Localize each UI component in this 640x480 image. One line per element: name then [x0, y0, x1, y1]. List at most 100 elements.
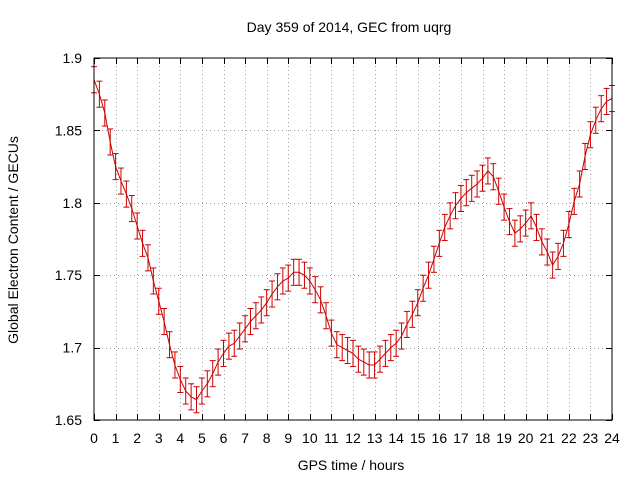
data-point	[312, 276, 319, 304]
data-point	[501, 193, 508, 221]
data-series	[91, 66, 615, 414]
x-tick-label: 18	[475, 430, 491, 446]
x-tick-label: 6	[220, 430, 228, 446]
data-point	[355, 345, 362, 373]
data-point	[269, 280, 276, 308]
data-point	[344, 336, 351, 365]
data-point	[490, 163, 497, 191]
x-axis-label: GPS time / hours	[298, 457, 405, 473]
y-tick-label: 1.85	[55, 122, 82, 138]
data-point	[555, 242, 562, 270]
x-tick-label: 17	[453, 430, 469, 446]
data-point	[371, 351, 378, 379]
data-point	[296, 258, 303, 286]
x-tick-label: 1	[112, 430, 120, 446]
x-tick-label: 4	[176, 430, 184, 446]
data-point	[441, 213, 448, 241]
data-point	[587, 121, 594, 149]
data-point	[306, 267, 313, 295]
data-point	[123, 180, 130, 208]
data-point	[517, 215, 524, 243]
data-point	[161, 308, 168, 336]
data-point	[188, 383, 195, 411]
data-point	[398, 322, 405, 350]
data-point	[436, 229, 443, 257]
data-point	[468, 174, 475, 202]
x-tick-label: 13	[367, 430, 383, 446]
y-tick-label: 1.75	[55, 267, 82, 283]
data-point	[528, 202, 535, 230]
data-point	[139, 229, 146, 257]
data-point	[576, 170, 583, 198]
data-point	[420, 274, 427, 302]
data-point	[360, 348, 367, 376]
x-tick-label: 14	[388, 430, 404, 446]
data-point	[571, 187, 578, 215]
x-tick-label: 16	[432, 430, 448, 446]
data-point	[107, 128, 114, 156]
data-point	[290, 258, 297, 286]
data-point	[560, 229, 567, 257]
x-tick-label: 20	[518, 430, 534, 446]
data-point	[603, 87, 610, 115]
chart-title: Day 359 of 2014, GEC from uqrg	[247, 19, 452, 35]
data-point	[592, 106, 599, 134]
data-point	[171, 351, 178, 379]
data-point	[511, 219, 518, 247]
data-point	[479, 164, 486, 192]
data-point	[506, 208, 513, 236]
x-tick-label: 3	[155, 430, 163, 446]
data-point	[177, 365, 184, 393]
x-tick-label: 23	[583, 430, 599, 446]
data-point	[333, 331, 340, 359]
data-point	[144, 244, 151, 272]
data-point	[403, 310, 410, 338]
data-point	[150, 267, 157, 295]
data-point	[474, 170, 481, 198]
data-point	[430, 245, 437, 273]
x-tick-label: 7	[241, 430, 249, 446]
data-point	[204, 370, 211, 398]
x-tick-label: 0	[90, 430, 98, 446]
data-point	[463, 179, 470, 207]
data-point	[457, 184, 464, 212]
y-tick-label: 1.9	[63, 50, 83, 66]
data-point	[96, 80, 103, 108]
data-point	[155, 287, 162, 315]
data-point	[522, 209, 529, 237]
data-point	[538, 228, 545, 256]
axis-ticks	[94, 58, 613, 421]
x-tick-label: 8	[263, 430, 271, 446]
data-point	[350, 339, 356, 367]
x-tick-label: 24	[604, 430, 620, 446]
data-point	[209, 360, 216, 388]
data-point	[225, 332, 232, 360]
data-point	[193, 386, 200, 414]
data-point	[495, 177, 502, 205]
data-point	[198, 377, 205, 405]
data-point	[409, 300, 416, 328]
x-tick-label: 22	[561, 430, 577, 446]
x-tick-label: 5	[198, 430, 206, 446]
data-point	[317, 286, 324, 314]
x-tick-label: 2	[133, 430, 141, 446]
x-tick-label: 10	[302, 430, 318, 446]
data-point	[279, 267, 286, 295]
data-point	[323, 302, 330, 330]
data-point	[376, 345, 383, 373]
data-point	[414, 289, 421, 317]
y-axis-label: Global Electron Content / GECUs	[5, 136, 21, 344]
data-point	[366, 351, 373, 379]
y-tick-label: 1.65	[55, 412, 82, 428]
data-point	[393, 329, 400, 357]
data-point	[263, 289, 270, 317]
data-point	[582, 142, 589, 170]
x-tick-label: 19	[496, 430, 512, 446]
data-point	[117, 167, 124, 195]
data-point	[533, 213, 540, 241]
data-point	[339, 334, 346, 362]
data-point	[236, 322, 243, 350]
data-point	[285, 264, 292, 292]
data-point	[215, 348, 222, 376]
